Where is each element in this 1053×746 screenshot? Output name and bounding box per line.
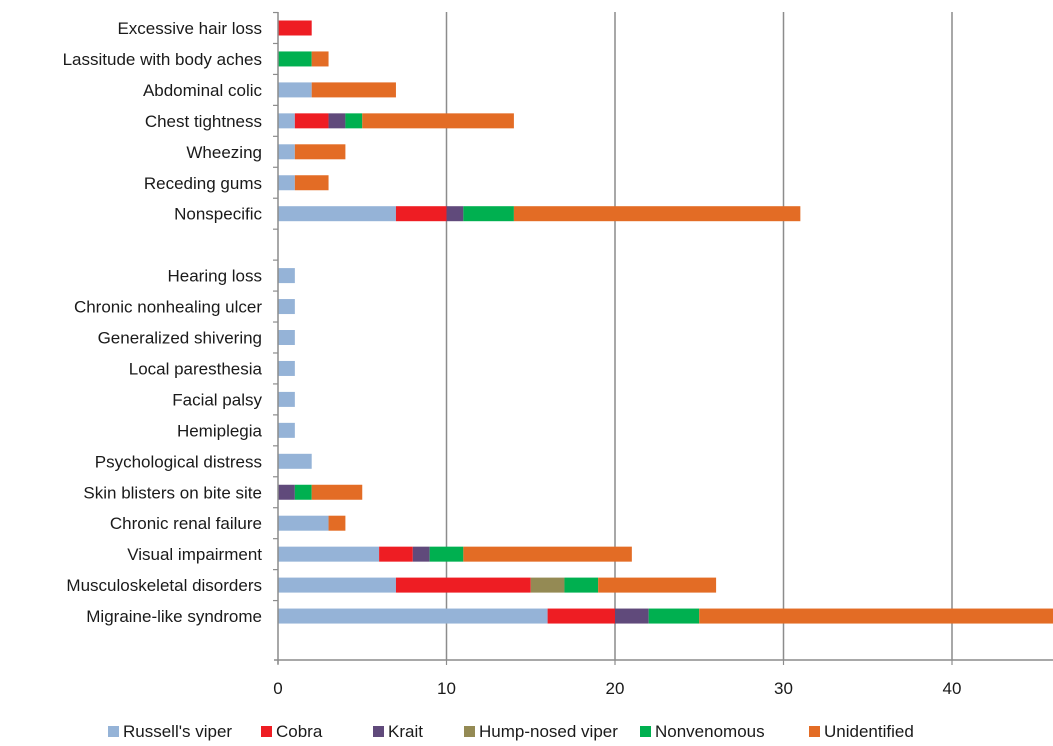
bar-russell-s-viper-visual-impairment — [278, 546, 380, 562]
bar-unidentified-receding-gums — [294, 175, 329, 191]
category-label-chronic-nonhealing-ulcer: Chronic nonhealing ulcer — [74, 298, 262, 317]
category-label-visual-impairment: Visual impairment — [127, 545, 262, 564]
bar-russell-s-viper-wheezing — [278, 144, 295, 160]
bar-hump-nosed-viper-musculoskeletal-disorders — [530, 577, 565, 593]
category-label-chest-tightness: Chest tightness — [145, 112, 262, 131]
category-label-nonspecific: Nonspecific — [174, 205, 262, 224]
legend-label-cobra: Cobra — [276, 722, 323, 741]
category-label-receding-gums: Receding gums — [144, 174, 262, 193]
category-label-psychological-distress: Psychological distress — [95, 452, 262, 471]
category-label-hemiplegia: Hemiplegia — [177, 421, 263, 440]
bar-nonvenomous-lassitude-with-body-aches — [278, 51, 312, 67]
bar-russell-s-viper-chronic-renal-failure — [278, 515, 329, 531]
bar-unidentified-chest-tightness — [362, 113, 514, 129]
bar-nonvenomous-musculoskeletal-disorders — [564, 577, 599, 593]
x-tick-label-0: 0 — [273, 679, 282, 698]
bar-russell-s-viper-hearing-loss — [278, 268, 295, 284]
category-labels: Excessive hair loss Lassitude with body a… — [63, 19, 263, 626]
bar-cobra-migraine-like-syndrome — [547, 608, 615, 624]
bar-cobra-nonspecific — [395, 206, 447, 222]
category-label-generalized-shivering: Generalized shivering — [98, 329, 262, 348]
bar-krait-skin-blisters-on-bite-site — [278, 484, 295, 500]
bar-russell-s-viper-local-paresthesia — [278, 360, 295, 376]
bar-russell-s-viper-hemiplegia — [278, 422, 295, 438]
bar-cobra-excessive-hair-loss — [278, 20, 312, 36]
bar-unidentified-migraine-like-syndrome — [699, 608, 1053, 624]
category-label-facial-palsy: Facial palsy — [172, 390, 262, 409]
category-label-wheezing: Wheezing — [186, 143, 262, 162]
legend-item-unidentified: Unidentified — [809, 722, 914, 741]
legend-label-hump-nosed-viper: Hump-nosed viper — [479, 722, 618, 741]
x-tick-label-20: 20 — [606, 679, 625, 698]
category-label-migraine-like-syndrome: Migraine-like syndrome — [86, 607, 262, 626]
gridlines — [445, 12, 953, 660]
bar-krait-chest-tightness — [328, 113, 346, 129]
bar-unidentified-abdominal-colic — [311, 82, 396, 98]
category-label-lassitude-with-body-aches: Lassitude with body aches — [63, 50, 262, 69]
bar-krait-nonspecific — [446, 206, 464, 222]
x-tick-labels: 0 10 20 30 40 — [273, 679, 961, 698]
bar-unidentified-nonspecific — [513, 206, 801, 222]
legend-label-krait: Krait — [388, 722, 423, 741]
bar-russell-s-viper-chest-tightness — [278, 113, 295, 129]
axes — [273, 11, 1053, 665]
bar-unidentified-skin-blisters-on-bite-site — [311, 484, 363, 500]
legend-swatch-russell-s-viper — [108, 726, 119, 737]
bar-russell-s-viper-psychological-distress — [278, 453, 312, 469]
legend-item-hump-nosed-viper: Hump-nosed viper — [464, 722, 618, 741]
bar-russell-s-viper-facial-palsy — [278, 391, 295, 407]
category-label-skin-blisters-on-bite-site: Skin blisters on bite site — [83, 483, 262, 502]
x-tick-label-10: 10 — [437, 679, 456, 698]
bar-unidentified-visual-impairment — [463, 546, 632, 562]
legend-swatch-nonvenomous — [640, 726, 651, 737]
bar-russell-s-viper-chronic-nonhealing-ulcer — [278, 299, 295, 315]
bar-krait-visual-impairment — [412, 546, 430, 562]
bar-russell-s-viper-receding-gums — [278, 175, 295, 191]
x-tick-label-30: 30 — [774, 679, 793, 698]
legend-swatch-cobra — [261, 726, 272, 737]
legend: Russell's viper Cobra Krait Hump-nosed vipe… — [108, 722, 914, 741]
category-label-local-paresthesia: Local paresthesia — [129, 359, 263, 378]
legend-swatch-unidentified — [809, 726, 820, 737]
bar-krait-migraine-like-syndrome — [615, 608, 649, 624]
bar-nonvenomous-chest-tightness — [345, 113, 363, 129]
bar-nonvenomous-migraine-like-syndrome — [648, 608, 700, 624]
bars — [278, 20, 1053, 624]
bar-unidentified-chronic-renal-failure — [328, 515, 346, 531]
legend-label-russell-s-viper: Russell's viper — [123, 722, 232, 741]
legend-label-nonvenomous: Nonvenomous — [655, 722, 765, 741]
bar-nonvenomous-nonspecific — [463, 206, 514, 222]
bar-unidentified-musculoskeletal-disorders — [598, 577, 717, 593]
bar-nonvenomous-visual-impairment — [429, 546, 464, 562]
bar-unidentified-lassitude-with-body-aches — [311, 51, 329, 67]
bar-cobra-visual-impairment — [379, 546, 413, 562]
legend-label-unidentified: Unidentified — [824, 722, 914, 741]
bar-russell-s-viper-abdominal-colic — [278, 82, 312, 98]
category-label-excessive-hair-loss: Excessive hair loss — [117, 19, 262, 38]
bar-cobra-musculoskeletal-disorders — [395, 577, 531, 593]
legend-item-cobra: Cobra — [261, 722, 323, 741]
category-label-chronic-renal-failure: Chronic renal failure — [110, 514, 262, 533]
legend-swatch-krait — [373, 726, 384, 737]
bar-nonvenomous-skin-blisters-on-bite-site — [294, 484, 312, 500]
bar-russell-s-viper-nonspecific — [278, 206, 396, 222]
bar-unidentified-wheezing — [294, 144, 346, 160]
bar-russell-s-viper-migraine-like-syndrome — [278, 608, 548, 624]
legend-item-krait: Krait — [373, 722, 423, 741]
bar-cobra-chest-tightness — [294, 113, 329, 129]
legend-item-nonvenomous: Nonvenomous — [640, 722, 765, 741]
category-label-musculoskeletal-disorders: Musculoskeletal disorders — [66, 576, 262, 595]
bar-russell-s-viper-musculoskeletal-disorders — [278, 577, 396, 593]
x-tick-label-40: 40 — [943, 679, 962, 698]
category-label-hearing-loss: Hearing loss — [168, 267, 263, 286]
bar-russell-s-viper-generalized-shivering — [278, 330, 295, 345]
legend-item-russell-s-viper: Russell's viper — [108, 722, 232, 741]
category-label-abdominal-colic: Abdominal colic — [143, 81, 263, 100]
legend-swatch-hump-nosed-viper — [464, 726, 475, 737]
